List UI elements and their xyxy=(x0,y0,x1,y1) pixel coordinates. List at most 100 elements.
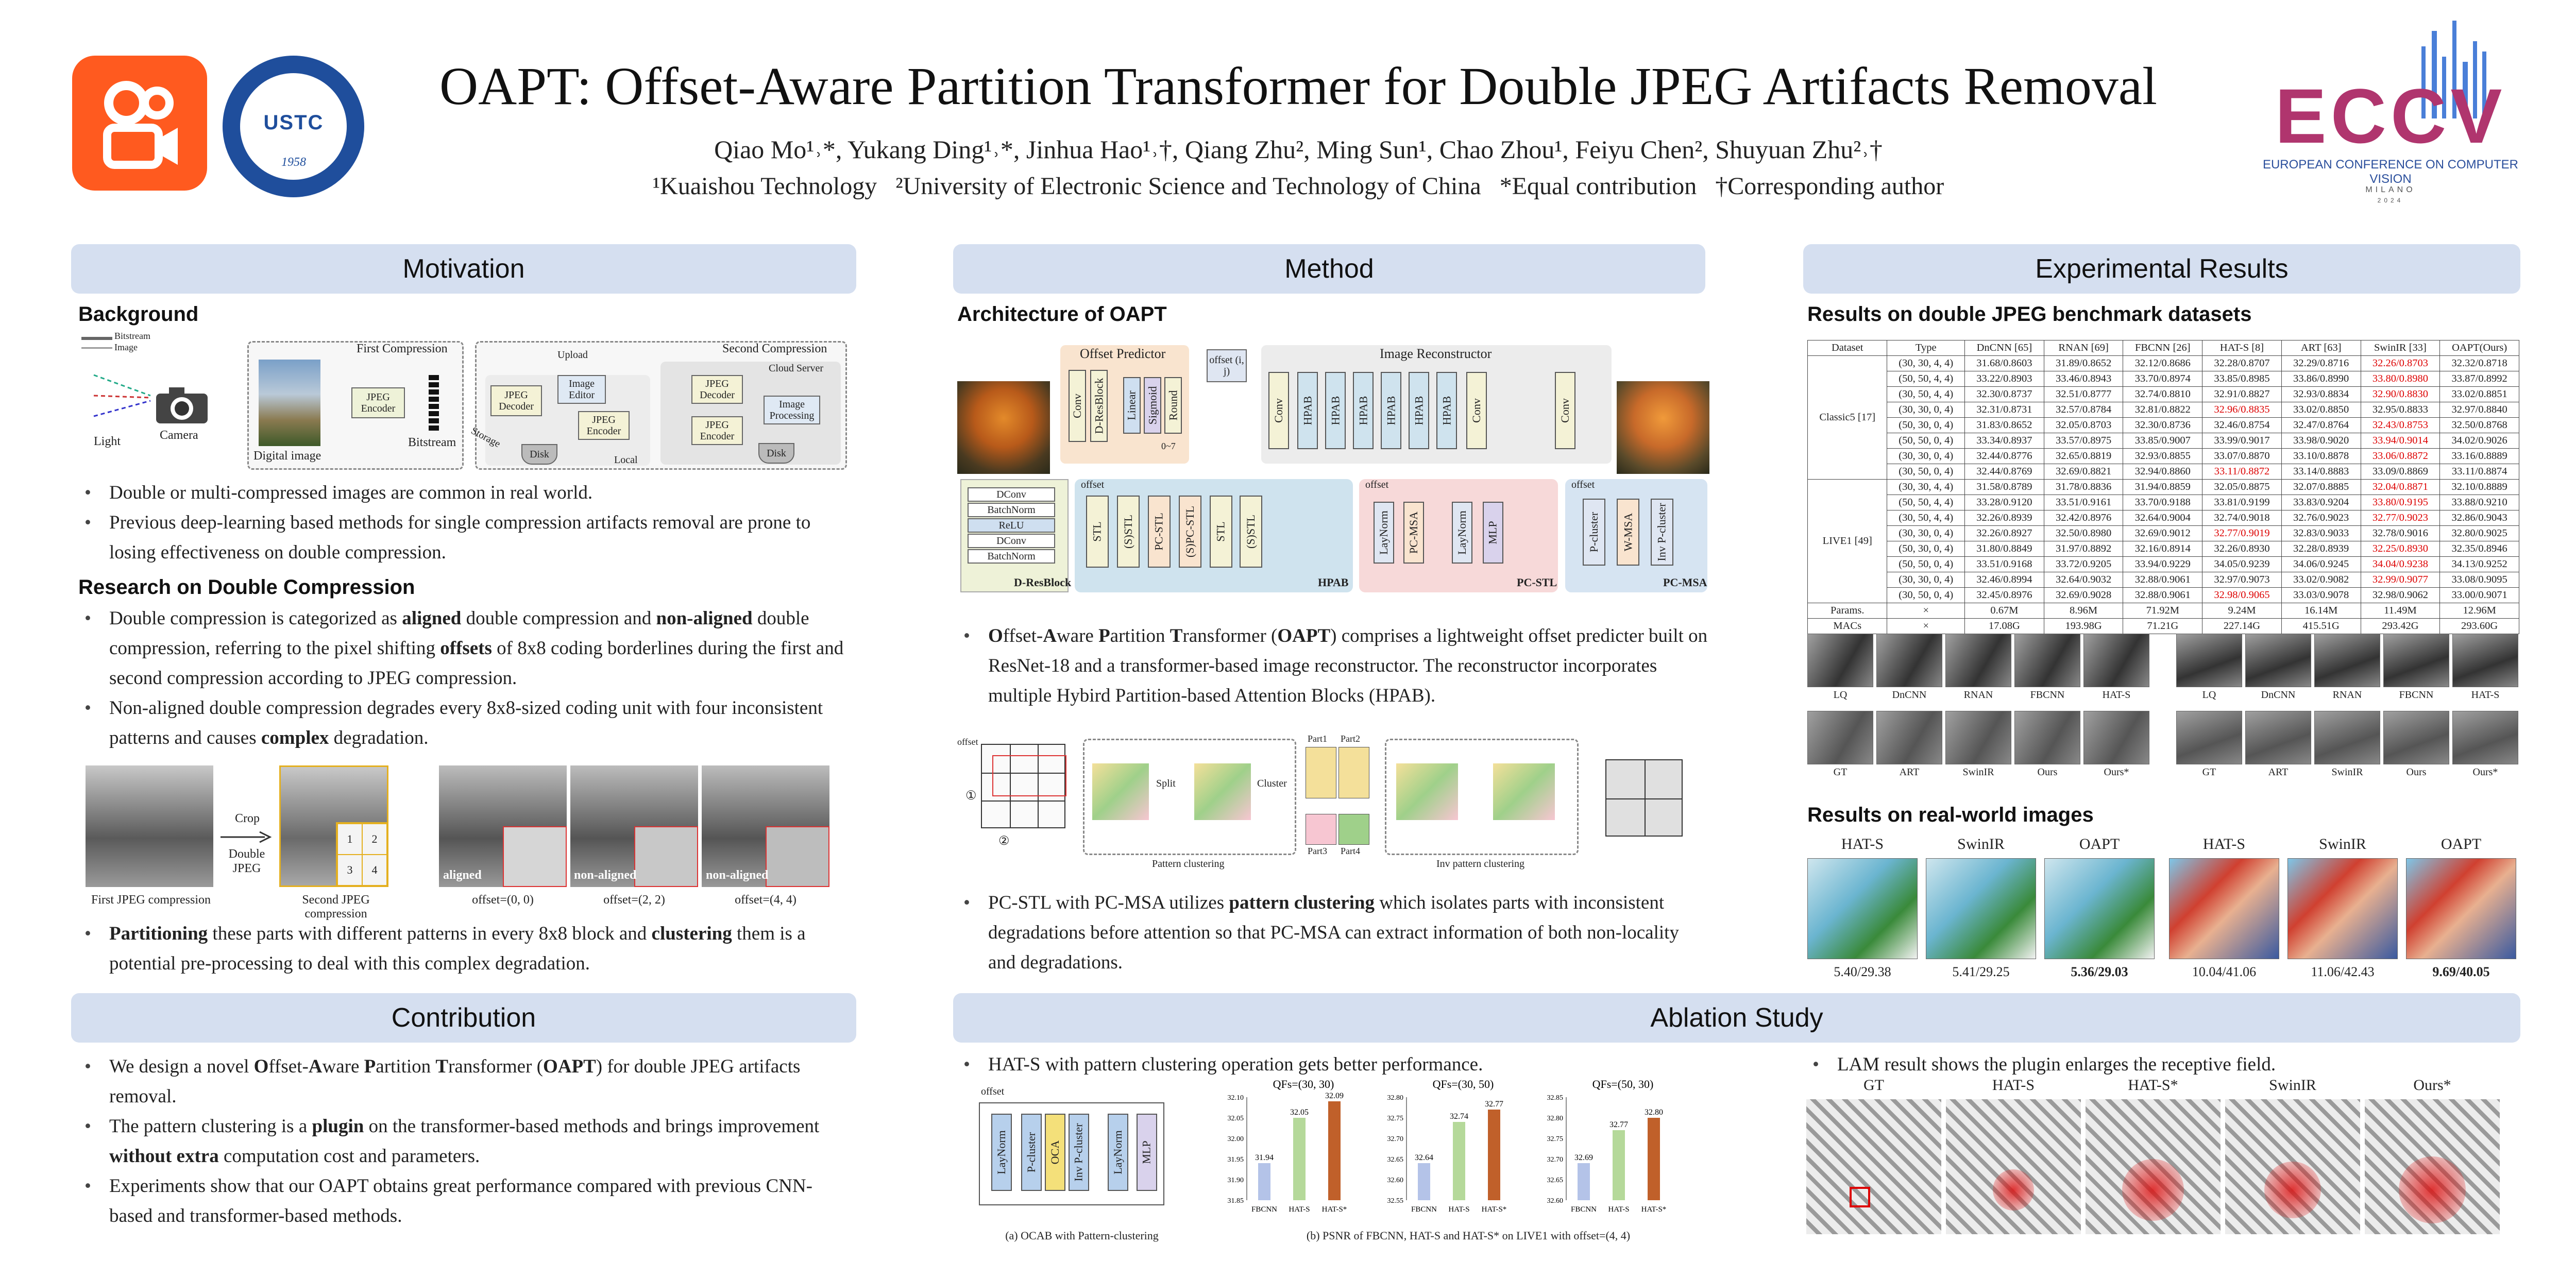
lam-figure: GT HAT-S HAT-S* SwinIR Ours* xyxy=(1806,1077,2520,1241)
x-tick-label: HAT-S xyxy=(1608,1205,1629,1214)
real-world-method-label: SwinIR xyxy=(2319,836,2366,853)
table-cell: 32.45/0.8976 xyxy=(1964,587,2044,603)
psnr-bar-charts: QFs=(30, 30) 31.85 31.90 31.95 32.00 32.05 32.… xyxy=(1228,1078,1667,1214)
thumb-label: Ours* xyxy=(2104,766,2129,778)
ocab-box: P-cluster xyxy=(1021,1114,1042,1191)
table-row: (50, 50, 0, 4) 33.51/0.9168 33.72/0.9205 33… xyxy=(1808,556,2519,572)
table-cell: 31.80/0.8849 xyxy=(1964,541,2044,557)
table-cell: 32.30/0.8737 xyxy=(1964,386,2044,402)
comparison-thumb xyxy=(2314,711,2380,764)
offset-predictor-label: Offset Predictor xyxy=(1080,346,1166,361)
digital-image-label: Digital image xyxy=(253,449,321,463)
table-cell: 31.68/0.8603 xyxy=(1964,355,2044,371)
table-row: (50, 50, 4, 4) 33.28/0.9120 33.51/0.9161 33… xyxy=(1808,495,2519,510)
comparison-thumb xyxy=(2314,634,2380,687)
camera-icon xyxy=(156,387,208,423)
ustc-logo: USTC 1958 xyxy=(223,56,364,197)
offset-figure: First JPEG compression Crop Double JPEG … xyxy=(78,762,851,921)
table-cell: 33.51/0.9161 xyxy=(2043,495,2124,510)
non-aligned-tag-1: non-aligned xyxy=(574,868,637,882)
ablation-left-bullets: HAT-S with pattern clustering operation … xyxy=(957,1050,1709,1080)
jpeg-encoder-box-1: JPEG Encoder xyxy=(351,387,405,418)
upload-label: Upload xyxy=(557,349,588,361)
table-row: MACs × 17.08G 193.98G 71.21G 227.14G 415.51G 29… xyxy=(1807,618,2519,634)
cube-stack-1 xyxy=(1092,763,1149,820)
table-cell: 32.76/0.9023 xyxy=(2281,510,2361,526)
table-cell: × xyxy=(1887,618,1965,634)
table-cell: 32.25/0.8930 xyxy=(2360,541,2441,557)
thumb-label: SwinIR xyxy=(2331,766,2363,778)
table-cell: 32.98/0.9065 xyxy=(2202,587,2282,603)
table-cell: 32.77/0.9023 xyxy=(2360,510,2441,526)
hpab-box: (S)STL xyxy=(1240,496,1262,568)
y-tick-label: 32.70 xyxy=(1547,1156,1564,1164)
op-box: Round xyxy=(1164,377,1182,434)
table-header-cell: HAT-S [8] xyxy=(2202,340,2282,356)
thumb-label: RNAN xyxy=(2332,689,2362,701)
pcstl-box: MLP xyxy=(1483,502,1503,564)
kuaishou-logo xyxy=(72,56,207,191)
table-cell: 33.11/0.8874 xyxy=(2439,464,2519,480)
ocab-box: OCA xyxy=(1045,1114,1065,1191)
light-rays-icon xyxy=(93,374,151,417)
table-cell: 34.05/0.9239 xyxy=(2202,556,2282,572)
table-cell: 34.02/0.9026 xyxy=(2439,433,2519,449)
table-cell: 33.06/0.8872 xyxy=(2360,448,2441,464)
experimental-banner: Experimental Results xyxy=(1803,244,2520,294)
table-cell: (30, 30, 0, 4) xyxy=(1887,448,1965,464)
dataset-cell: Classic5 [17] xyxy=(1807,355,1888,480)
split-label: Split xyxy=(1156,778,1176,789)
bars-caption: (b) PSNR of FBCNN, HAT-S and HAT-S* on L… xyxy=(1306,1229,1631,1242)
table-row: (30, 50, 4, 4) 32.26/0.8939 32.42/0.8976 32… xyxy=(1808,510,2519,526)
method-bullet: Offset-Aware Partition Transformer (OAPT… xyxy=(957,621,1709,711)
jpeg-encoder-box-3: JPEG Encoder xyxy=(691,416,743,445)
digital-image-thumb xyxy=(259,360,320,446)
image-processing-box: Image Processing xyxy=(764,396,820,424)
eccv-full-name: EUROPEAN CONFERENCE ON COMPUTER VISION xyxy=(2262,158,2519,186)
table-cell: (30, 30, 4, 4) xyxy=(1887,355,1965,371)
real-world-method-label: OAPT xyxy=(2441,836,2482,853)
table-row: (30, 30, 0, 4) 32.31/0.8731 32.57/0.8784 32… xyxy=(1808,402,2519,418)
table-cell: (30, 30, 0, 4) xyxy=(1887,402,1965,418)
cube-stack-2 xyxy=(1194,763,1251,820)
table-cell: 415.51G xyxy=(2281,618,2361,634)
table-cell: 32.64/0.9032 xyxy=(2043,572,2124,588)
bar xyxy=(1578,1163,1590,1200)
dres-box: BatchNorm xyxy=(968,549,1055,564)
thumb-label: ART xyxy=(1899,766,1920,778)
table-cell: 33.85/0.9007 xyxy=(2123,433,2203,449)
bar xyxy=(1488,1110,1500,1200)
part-label: Part1 xyxy=(1308,734,1327,744)
table-cell: 32.74/0.8810 xyxy=(2123,386,2203,402)
table-header-cell: FBCNN [26] xyxy=(2123,340,2203,356)
table-cell: 32.46/0.8754 xyxy=(2202,417,2282,433)
inv-pattern-caption: Inv pattern clustering xyxy=(1436,858,1525,870)
table-cell: 32.43/0.8753 xyxy=(2360,417,2441,433)
bar-value-label: 32.64 xyxy=(1415,1153,1433,1162)
comparison-thumb xyxy=(2014,634,2080,687)
thumb-label: ART xyxy=(2268,766,2289,778)
table-cell: 32.16/0.8914 xyxy=(2123,541,2203,557)
thumb-label: Ours xyxy=(2037,766,2058,778)
background-bullet: Previous deep-learning based methods for… xyxy=(78,508,851,568)
table-cell: 33.11/0.8872 xyxy=(2202,464,2282,480)
real-world-thumb xyxy=(1926,858,2036,959)
y-tick-label: 32.60 xyxy=(1547,1197,1564,1205)
crop-arrow-icon xyxy=(221,831,272,843)
table-cell: 33.14/0.8883 xyxy=(2281,464,2361,480)
comparison-thumb xyxy=(1807,711,1873,764)
table-cell: 16.14M xyxy=(2281,603,2361,619)
table-cell: 32.50/0.8768 xyxy=(2439,417,2519,433)
quad-cell: 4 xyxy=(362,855,387,885)
pattern-clustering-caption: Pattern clustering xyxy=(1152,858,1225,870)
comparison-thumb xyxy=(2176,711,2242,764)
comparison-thumb xyxy=(2383,711,2449,764)
table-cell: 33.86/0.8990 xyxy=(2281,371,2361,387)
table-row: (50, 50, 0, 4) 33.34/0.8937 33.57/0.8975 33… xyxy=(1808,433,2519,449)
y-tick-label: 32.65 xyxy=(1387,1156,1404,1164)
contribution-bullet: Experiments show that our OAPT obtains g… xyxy=(78,1171,851,1231)
thumb-label: Ours xyxy=(2406,766,2427,778)
reconstructor-box: Conv xyxy=(1268,372,1289,449)
non-aligned-tag-2: non-aligned xyxy=(706,868,769,882)
table-cell: 32.05/0.8875 xyxy=(2202,479,2282,495)
